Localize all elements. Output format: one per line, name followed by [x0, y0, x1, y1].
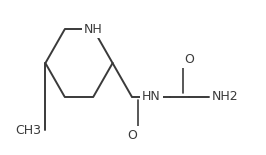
- Text: HN: HN: [142, 90, 160, 103]
- Text: CH3: CH3: [15, 124, 41, 137]
- Text: NH2: NH2: [212, 90, 239, 103]
- Text: NH: NH: [84, 23, 103, 36]
- Text: O: O: [127, 129, 137, 142]
- Text: O: O: [184, 53, 194, 66]
